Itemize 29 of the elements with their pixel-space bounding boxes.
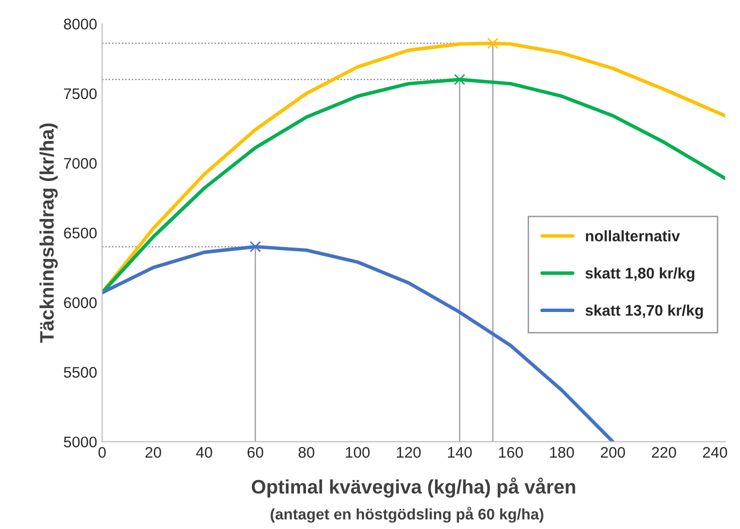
legend-label: skatt 1,80 kr/kg	[585, 267, 694, 282]
x-axis-title: Optimal kvävegiva (kg/ha) på våren	[252, 477, 576, 498]
x-tick-label: 240	[703, 446, 728, 458]
legend-label: skatt 13,70 kr/kg	[585, 304, 703, 319]
y-tick-label: 6500	[64, 228, 97, 238]
x-tick-label: 0	[98, 446, 106, 458]
y-tick-label: 5000	[64, 436, 97, 448]
point	[454, 74, 466, 86]
x-tick-label: 140	[448, 446, 472, 458]
x-tick-label: 80	[298, 446, 314, 458]
x-tick-label: 100	[346, 446, 370, 458]
point	[487, 38, 498, 49]
x-tick-label: 220	[652, 446, 676, 458]
y-tick-label: 6000	[64, 297, 97, 308]
text: (antaget en höstgödsling på 60 kg/ha)	[270, 506, 544, 523]
y-tick-label: 7500	[64, 88, 97, 100]
point	[250, 241, 261, 252]
y-tick-label: 7000	[64, 158, 97, 169]
x-tick-label: 120	[396, 446, 421, 458]
y-tick-label: 8000	[64, 18, 97, 30]
x-tick-label: 180	[550, 446, 574, 458]
y-tick-label: 5500	[64, 366, 97, 378]
x-tick-label: 20	[145, 446, 162, 458]
x-tick-label: 40	[196, 446, 212, 458]
y-axis-title: Täckningsbidrag (kr/ha)	[40, 124, 58, 343]
x-tick-label: 160	[499, 446, 523, 458]
x-tick-label: 200	[600, 446, 625, 458]
x-tick-label: 60	[248, 446, 264, 458]
legend-label: nollalternativ	[586, 230, 680, 242]
